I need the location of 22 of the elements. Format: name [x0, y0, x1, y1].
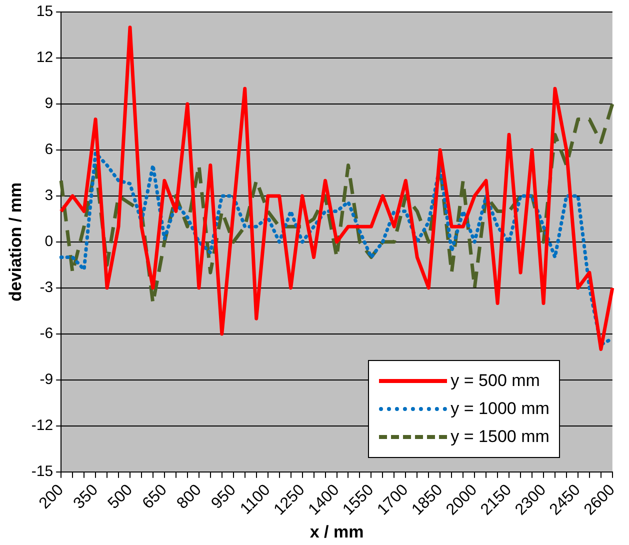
x-tick-label: 650 [140, 482, 170, 512]
y-tick-label: -6 [40, 325, 54, 342]
legend-label: y = 500 mm [450, 370, 540, 391]
y-tick-label: 15 [36, 3, 54, 20]
y-tick-label: 12 [36, 49, 54, 66]
y-tick-label: -15 [31, 462, 54, 480]
legend-label: y = 1500 mm [450, 426, 550, 447]
x-tick-label: 200 [36, 482, 68, 512]
y-tick-label: 3 [44, 187, 54, 204]
y-tick-label: -12 [31, 417, 54, 434]
y-tick-label: 6 [44, 141, 54, 158]
x-tick-label: 500 [105, 482, 136, 512]
y-axis-title: deviation / mm [6, 182, 25, 302]
y-tick-label: -9 [40, 371, 54, 388]
x-tick-label: 950 [208, 482, 240, 512]
x-axis-title: x / mm [310, 522, 364, 542]
y-tick-label: 0 [44, 233, 54, 250]
y-tick-label: 9 [44, 95, 54, 112]
legend-label: y = 1000 mm [450, 398, 550, 419]
x-tick-label: 350 [70, 482, 102, 512]
x-tick-label: 800 [174, 482, 205, 512]
y-tick-label: -3 [40, 279, 54, 296]
